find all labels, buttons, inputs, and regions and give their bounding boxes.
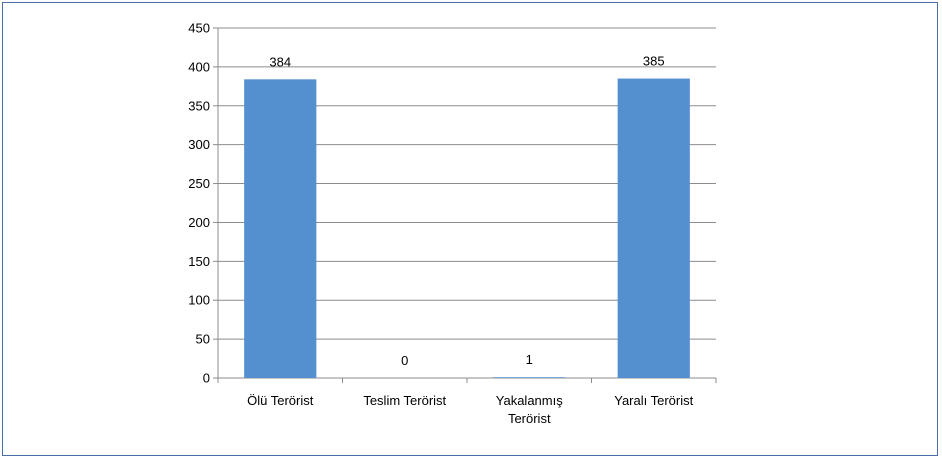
- data-label: 384: [269, 54, 291, 69]
- bar-chart: 0 50 100 150 200 250 300 350 400 450 384 Ölü Teröri…: [188, 21, 717, 426]
- y-tick-label: 450: [188, 21, 210, 36]
- bar: [493, 377, 566, 378]
- data-label: 1: [526, 352, 533, 367]
- y-tick-label: 200: [188, 215, 210, 230]
- bar: [617, 78, 690, 379]
- y-tick-label: 100: [188, 293, 210, 308]
- data-label: 0: [401, 353, 408, 368]
- y-tick-label: 350: [188, 98, 210, 113]
- category-label: Terörist: [508, 411, 551, 426]
- category-label: Ölü Terörist: [247, 393, 314, 408]
- y-tick-label: 300: [188, 137, 210, 152]
- bar: [244, 79, 317, 378]
- y-tick-label: 250: [188, 176, 210, 191]
- category-label: Teslim Terörist: [363, 393, 446, 408]
- y-tick-label: 50: [196, 332, 210, 347]
- data-label: 385: [643, 54, 665, 69]
- y-tick-label: 400: [188, 59, 210, 74]
- y-tick-label: 0: [203, 371, 210, 386]
- y-tick-label: 150: [188, 254, 210, 269]
- category-label: Yakalanmış: [496, 393, 563, 408]
- category-label: Yaralı Terörist: [614, 393, 693, 408]
